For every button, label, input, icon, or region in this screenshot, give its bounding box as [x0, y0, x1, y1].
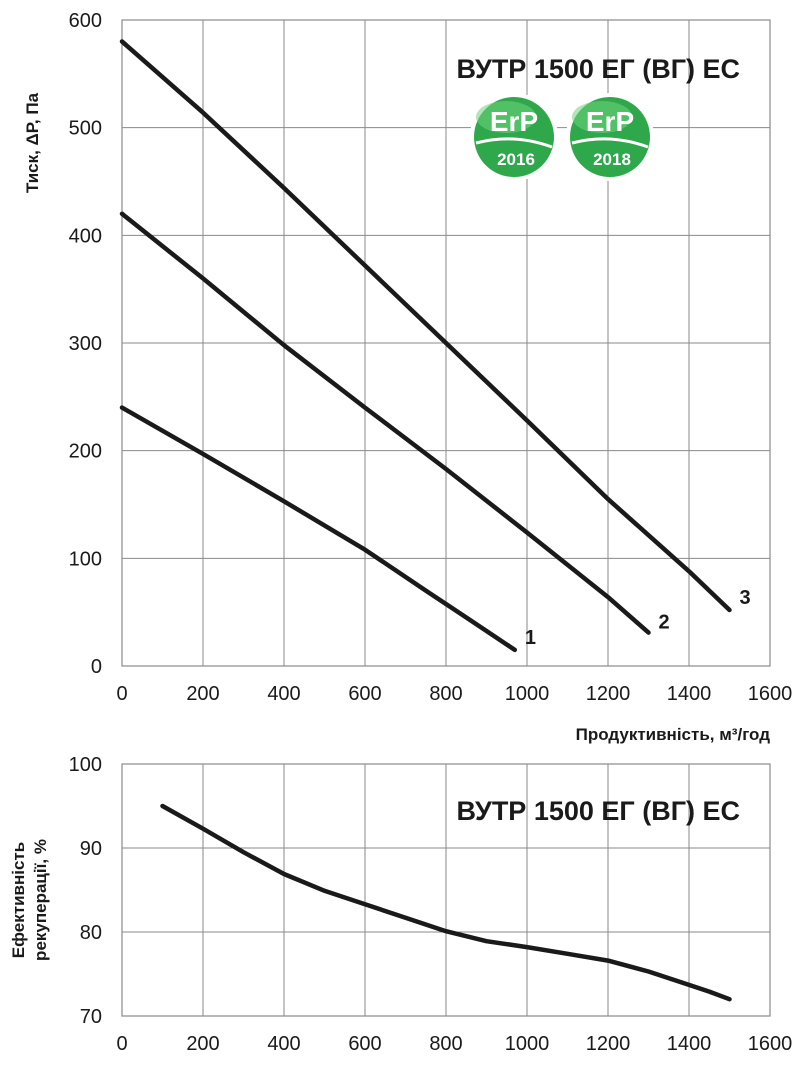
- series-line-2: [119, 211, 651, 635]
- erp-badge-2018: ErP 2018: [566, 93, 654, 181]
- x-tick-label: 1400: [667, 1033, 712, 1055]
- x-tick-label: 1000: [505, 683, 550, 705]
- series-line-3: [119, 39, 732, 613]
- badge-year-text: 2018: [593, 150, 631, 169]
- series-label-3: 3: [740, 587, 751, 609]
- badge-swoosh: [475, 137, 553, 149]
- badge-highlight: [476, 101, 536, 133]
- x-tick-label: 1400: [667, 683, 712, 705]
- x-tick-label: 0: [116, 683, 127, 705]
- y-tick-label: 0: [91, 656, 102, 678]
- y-tick-label: 90: [80, 838, 102, 860]
- chart-title: ВУТР 1500 ЕГ (ВГ) ЕС: [457, 54, 740, 84]
- y-tick-label: 600: [69, 10, 102, 32]
- y-tick-label: 400: [69, 225, 102, 247]
- badge-erp-text: ErP: [586, 106, 634, 137]
- x-tick-label: 200: [186, 683, 219, 705]
- badge-swoosh: [571, 137, 649, 149]
- x-tick-label: 1200: [586, 1033, 631, 1055]
- x-tick-label: 1000: [505, 1033, 550, 1055]
- x-tick-label: 1600: [748, 1033, 793, 1055]
- y-tick-label: 300: [69, 333, 102, 355]
- y-tick-label: 80: [80, 922, 102, 944]
- x-tick-label: 400: [267, 1033, 300, 1055]
- x-tick-label: 0: [116, 1033, 127, 1055]
- x-tick-label: 600: [348, 683, 381, 705]
- y-axis-title-line-2: рекуперації, %: [31, 839, 50, 961]
- badge-highlight: [572, 101, 632, 133]
- plot-frame: [121, 19, 771, 667]
- plot-frame: [121, 763, 771, 1017]
- x-tick-label: 600: [348, 1033, 381, 1055]
- series-line-1: [160, 803, 732, 1002]
- y-axis-title-line-1: Ефективність: [9, 842, 28, 958]
- chart-2: 0 200 400 600 800 1000 1200 1400 1600 70 80 90 100 ВУ…: [9, 754, 792, 1055]
- chart-1: 0 200 400 600 800 1000 1200 1400 160001002003004…: [23, 10, 792, 744]
- series-label-1: 1: [525, 627, 536, 649]
- x-tick-label: 200: [186, 1033, 219, 1055]
- y-axis-title: Тиск, ΔP, Па: [23, 92, 42, 193]
- badge-year-text: 2016: [497, 150, 535, 169]
- x-tick-label: 800: [429, 1033, 462, 1055]
- y-tick-label: 200: [69, 441, 102, 463]
- x-tick-label: 800: [429, 683, 462, 705]
- x-tick-label: 1200: [586, 683, 631, 705]
- erp-badge-2016: ErP 2016: [470, 93, 558, 181]
- x-axis-title: Продуктивність, м³/год: [576, 725, 771, 744]
- series-label-2: 2: [659, 612, 670, 634]
- y-tick-label: 100: [69, 754, 102, 776]
- series-line-1: [119, 405, 518, 653]
- x-tick-label: 1600: [748, 683, 793, 705]
- y-tick-label: 500: [69, 118, 102, 140]
- y-tick-label: 70: [80, 1006, 102, 1028]
- badge-erp-text: ErP: [490, 106, 538, 137]
- x-tick-label: 400: [267, 683, 300, 705]
- chart-title: ВУТР 1500 ЕГ (ВГ) ЕС: [457, 796, 740, 826]
- y-tick-label: 100: [69, 548, 102, 570]
